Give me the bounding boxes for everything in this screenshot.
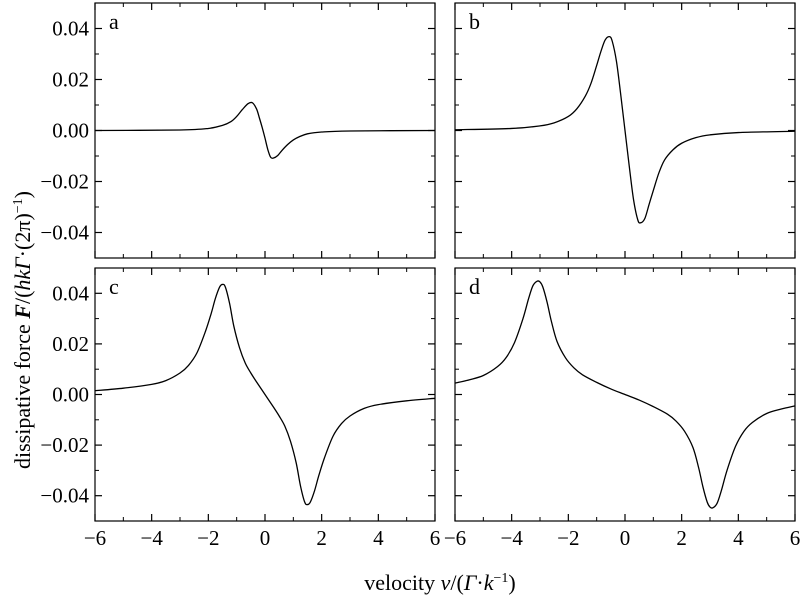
y-tick-label: 0.04	[52, 281, 89, 305]
x-tick-label: 2	[676, 526, 687, 550]
y-tick-label: 0.00	[52, 383, 89, 407]
y-tick-label: −0.02	[40, 170, 89, 194]
panel-b: b	[454, 2, 796, 259]
x-tick-label: 0	[620, 526, 631, 550]
x-tick-label: 4	[733, 526, 744, 550]
x-tick-label: 4	[373, 526, 384, 550]
y-tick-label: −0.04	[40, 221, 89, 245]
panels: 0.04 0.02 0.00 −0.02 −0.04 a b 0.04 0.02 0.00 −0.0…	[40, 2, 800, 550]
x-tick-label: −2	[197, 526, 219, 550]
y-tick-label: 0.00	[52, 119, 89, 143]
x-tick-label: −4	[500, 526, 523, 550]
y-axis-label: dissipative force F/(hkΓ·(2π)−1)	[10, 191, 35, 469]
y-tick-label: 0.02	[52, 332, 89, 356]
panel-letter: c	[109, 274, 119, 299]
y-tick-label: 0.04	[52, 17, 89, 41]
series-line	[454, 35, 796, 224]
x-tick-label: 6	[430, 526, 441, 550]
y-tick-label: 0.02	[52, 68, 89, 92]
x-tick-label: 6	[790, 526, 800, 550]
y-tick-label: −0.04	[40, 484, 89, 508]
x-axis-label: velocity v/(Γ·k−1)	[364, 570, 515, 595]
x-tick-label: −6	[444, 526, 466, 550]
series-line	[454, 280, 796, 509]
y-tick-label: −0.02	[40, 433, 89, 457]
panel-letter: d	[469, 274, 480, 299]
series-line	[94, 101, 436, 159]
panel-letter: b	[469, 9, 480, 34]
x-tick-label: −4	[140, 526, 163, 550]
x-tick-label: 0	[260, 526, 271, 550]
x-tick-label: −2	[557, 526, 579, 550]
x-tick-label: 2	[316, 526, 327, 550]
panel-a: 0.04 0.02 0.00 −0.02 −0.04 a	[40, 2, 436, 259]
series-line	[94, 283, 436, 506]
panel-c: 0.04 0.02 0.00 −0.02 −0.04 −6 −4 −2 0 2 4 6 c	[40, 267, 441, 550]
panel-d: −6 −4 −2 0 2 4 6 d	[444, 267, 800, 550]
x-tick-label: −6	[84, 526, 106, 550]
panel-letter: a	[109, 9, 119, 34]
